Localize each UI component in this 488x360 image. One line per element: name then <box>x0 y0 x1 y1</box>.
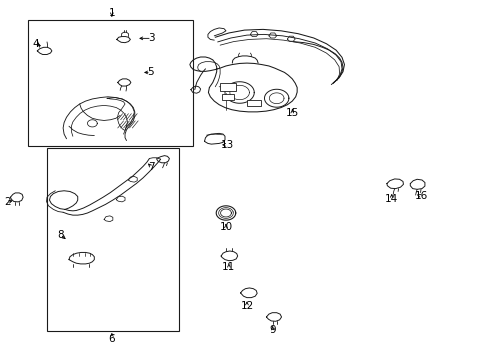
Bar <box>246 100 260 107</box>
Text: 4: 4 <box>32 39 39 49</box>
Text: 16: 16 <box>413 191 427 201</box>
Text: 9: 9 <box>269 325 276 335</box>
Text: 8: 8 <box>57 230 63 239</box>
Text: 5: 5 <box>147 67 154 77</box>
Text: 10: 10 <box>219 222 232 232</box>
Text: 3: 3 <box>148 33 155 43</box>
Text: 11: 11 <box>222 262 235 272</box>
Bar <box>220 83 235 91</box>
Text: 2: 2 <box>4 197 11 207</box>
Bar <box>47 148 178 330</box>
Text: 6: 6 <box>108 333 115 343</box>
Text: 7: 7 <box>148 162 155 172</box>
Text: 1: 1 <box>108 8 115 18</box>
Text: 15: 15 <box>285 108 298 118</box>
Text: 12: 12 <box>240 301 253 311</box>
Bar <box>221 94 233 100</box>
Text: 13: 13 <box>221 140 234 150</box>
Bar <box>27 21 193 146</box>
Text: 14: 14 <box>385 194 398 204</box>
